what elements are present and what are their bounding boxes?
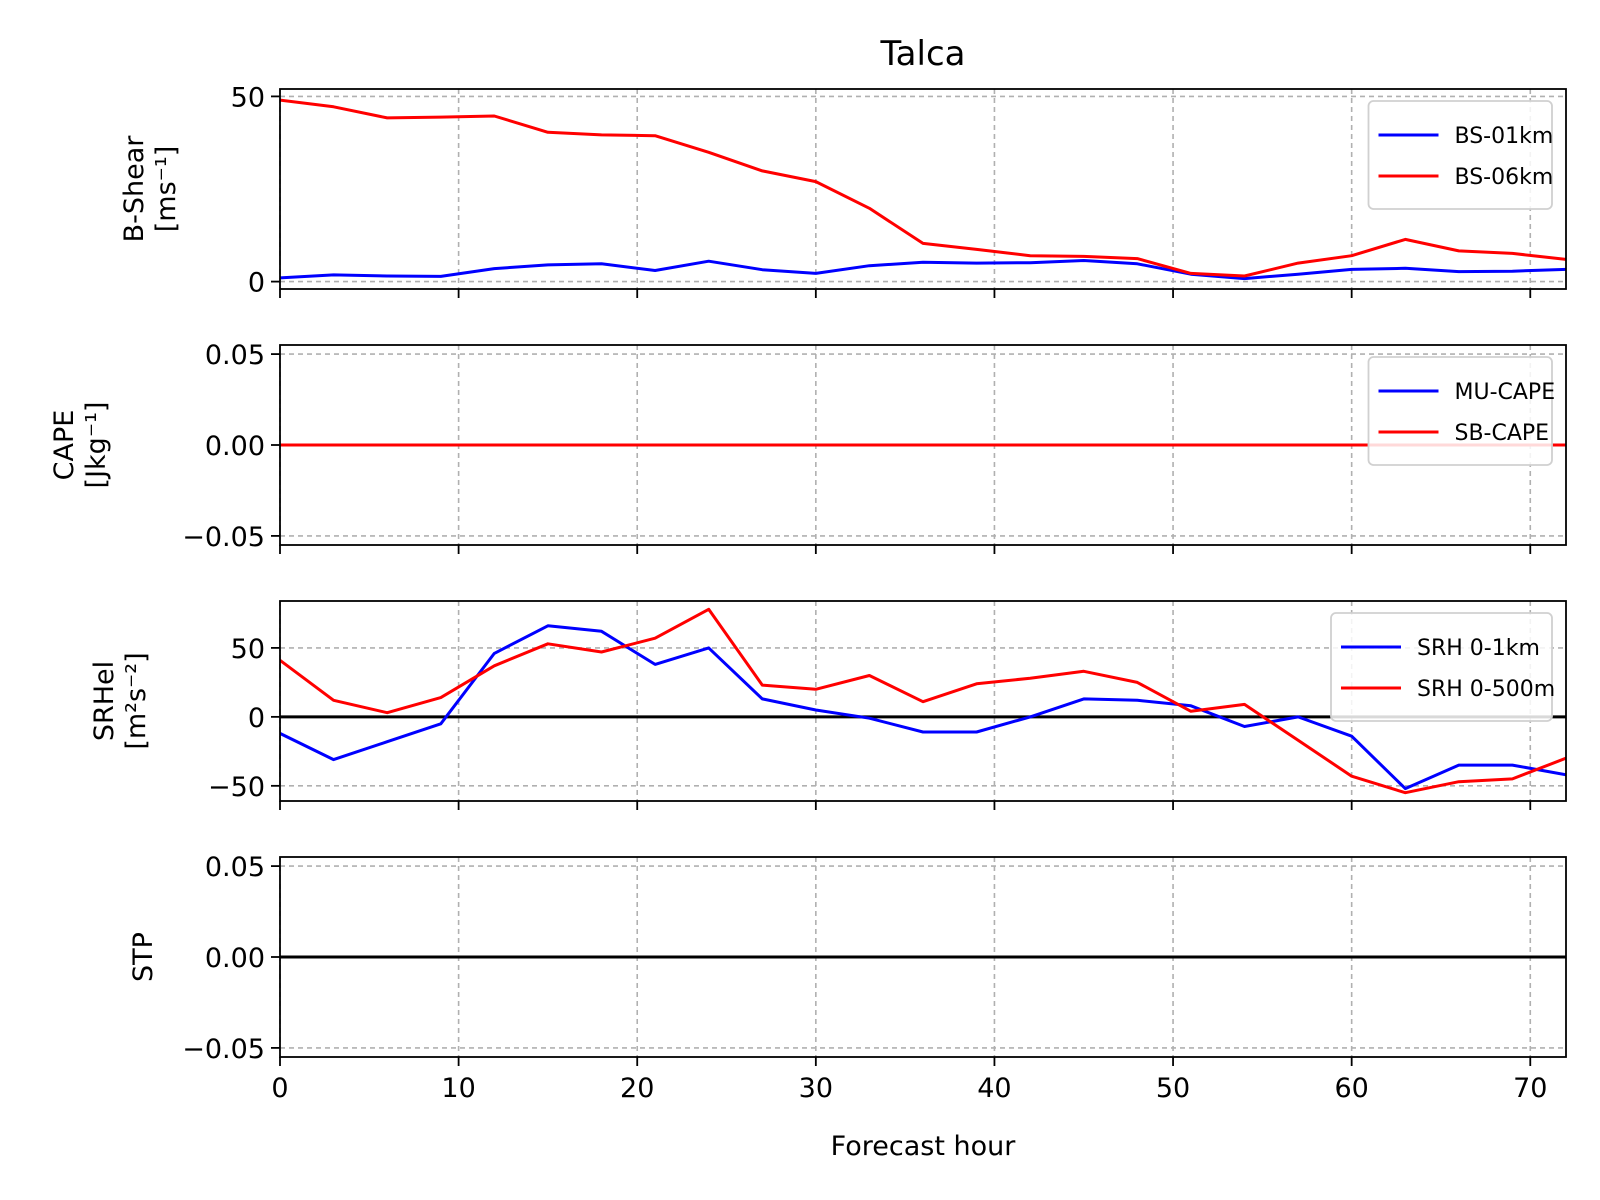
y-tick-label: 0.00 (205, 431, 265, 462)
y-tick-label: 0.05 (205, 340, 265, 371)
panel-cape: −0.05 0.00 0.05 CAPE [Jkg⁻¹] MU-CAPE SB-CAPE (49, 340, 1567, 554)
y-axis-label: [ms⁻¹] (151, 146, 182, 233)
y-axis-label: SRHel (89, 661, 120, 741)
y-tick-label: −0.05 (182, 1034, 265, 1065)
y-axis-label: [m²s⁻²] (121, 652, 152, 749)
chart-title: Talca (880, 34, 966, 74)
axes-frame (279, 600, 1567, 802)
legend-label-sb-cape: SB-CAPE (1455, 421, 1550, 446)
legend-label-mu-cape: MU-CAPE (1455, 380, 1556, 405)
series-line-bs-01km (280, 259, 1566, 281)
x-tick-label: 40 (977, 1073, 1011, 1104)
y-axis-label: STP (128, 932, 159, 982)
x-tick-label: 60 (1334, 1073, 1368, 1104)
y-tick-label: 50 (231, 82, 265, 113)
x-axis-label: Forecast hour (831, 1131, 1017, 1162)
x-tick-label: 20 (620, 1073, 654, 1104)
panel-srhel: −50 0 50 SRHel [m²s⁻²] SRH 0-1km SRH 0-500m (89, 600, 1567, 810)
series-group (280, 607, 1566, 795)
y-tick-label: 0.00 (205, 943, 265, 974)
y-tick-label: 0 (248, 703, 265, 734)
panel-bshear: 0 50 B-Shear [ms⁻¹] BS-01km BS-06km (119, 82, 1567, 299)
y-tick-label: 50 (231, 634, 265, 665)
y-axis-label: [Jkg⁻¹] (81, 402, 112, 489)
y-axis-label: B-Shear (119, 135, 150, 243)
x-tick-label: 70 (1513, 1073, 1547, 1104)
series-group (280, 98, 1566, 281)
y-tick-label: −0.05 (182, 522, 265, 553)
legend-label-bs-06km: BS-06km (1455, 165, 1554, 190)
legend-box (1330, 612, 1553, 722)
legend: MU-CAPE SB-CAPE (1367, 356, 1556, 466)
x-tick-label: 10 (441, 1073, 475, 1104)
x-tick-label: 0 (271, 1073, 288, 1104)
panel-stp: 0 10 20 30 40 50 60 70 −0.05 0.00 0.05 STP (128, 852, 1567, 1104)
legend: BS-01km BS-06km (1367, 100, 1554, 210)
y-axis-label: CAPE (49, 410, 80, 481)
legend-label-bs-01km: BS-01km (1455, 124, 1554, 149)
y-tick-label: −50 (208, 772, 265, 803)
series-line-srh-0-1km (280, 624, 1566, 791)
legend-box (1367, 100, 1553, 210)
x-tick-label: 30 (799, 1073, 833, 1104)
legend-label-srh-0-1km: SRH 0-1km (1417, 636, 1540, 661)
legend-box (1367, 356, 1553, 466)
series-line-bs-06km (280, 98, 1566, 278)
y-tick-label: 0 (248, 268, 265, 299)
legend-label-srh-0-500m: SRH 0-500m (1417, 677, 1555, 702)
series-line-srh-0-500m (280, 607, 1566, 795)
legend: SRH 0-1km SRH 0-500m (1330, 612, 1555, 722)
x-tick-label: 50 (1156, 1073, 1190, 1104)
axes-frame (279, 88, 1567, 290)
y-tick-label: 0.05 (205, 852, 265, 883)
